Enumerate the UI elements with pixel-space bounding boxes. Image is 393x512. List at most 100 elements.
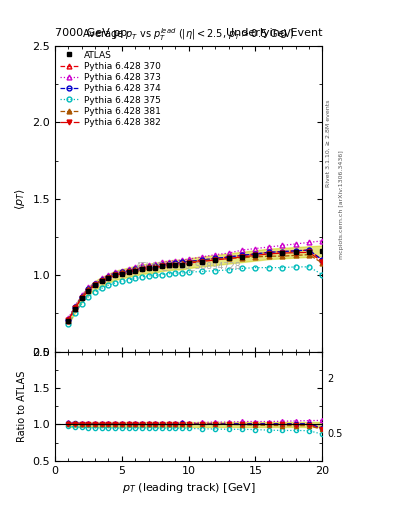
Pythia 6.428 381 <box>200 258 204 264</box>
Pythia 6.428 370 <box>280 248 285 254</box>
Line: Pythia 6.428 381: Pythia 6.428 381 <box>66 252 325 322</box>
Pythia 6.428 374 <box>66 316 71 323</box>
Y-axis label: Ratio to ATLAS: Ratio to ATLAS <box>17 371 27 442</box>
Pythia 6.428 373 <box>280 242 285 248</box>
Pythia 6.428 374 <box>86 286 91 292</box>
Pythia 6.428 374 <box>166 261 171 267</box>
ATLAS <box>240 254 244 260</box>
Pythia 6.428 381 <box>307 251 311 258</box>
Pythia 6.428 374 <box>253 251 258 257</box>
Pythia 6.428 374 <box>186 259 191 265</box>
Pythia 6.428 381 <box>99 277 104 283</box>
Pythia 6.428 373 <box>293 241 298 247</box>
Pythia 6.428 374 <box>226 254 231 260</box>
Pythia 6.428 370 <box>86 286 91 292</box>
Pythia 6.428 381 <box>126 268 131 274</box>
Pythia 6.428 370 <box>66 318 71 324</box>
ATLAS <box>166 262 171 268</box>
Line: Pythia 6.428 375: Pythia 6.428 375 <box>66 264 325 327</box>
Line: Pythia 6.428 373: Pythia 6.428 373 <box>66 239 325 321</box>
Pythia 6.428 382 <box>186 260 191 266</box>
ATLAS <box>213 257 218 263</box>
Pythia 6.428 375 <box>307 264 311 270</box>
Pythia 6.428 373 <box>240 247 244 253</box>
Pythia 6.428 375 <box>166 271 171 277</box>
ATLAS <box>106 275 111 282</box>
Pythia 6.428 370 <box>253 251 258 257</box>
Pythia 6.428 375 <box>93 289 97 295</box>
Pythia 6.428 374 <box>266 249 271 255</box>
ATLAS <box>126 269 131 275</box>
Pythia 6.428 382 <box>266 251 271 257</box>
Pythia 6.428 375 <box>173 270 178 276</box>
Pythia 6.428 374 <box>140 265 144 271</box>
ATLAS <box>253 252 258 259</box>
Line: Pythia 6.428 370: Pythia 6.428 370 <box>66 248 325 324</box>
Pythia 6.428 370 <box>266 249 271 255</box>
Text: mcplots.cern.ch [arXiv:1306.3436]: mcplots.cern.ch [arXiv:1306.3436] <box>340 151 344 259</box>
Text: 2: 2 <box>328 374 334 384</box>
Pythia 6.428 374 <box>93 282 97 288</box>
Pythia 6.428 370 <box>126 268 131 274</box>
Pythia 6.428 370 <box>307 247 311 253</box>
Pythia 6.428 375 <box>140 274 144 280</box>
ATLAS <box>73 306 77 312</box>
Pythia 6.428 373 <box>140 262 144 268</box>
Pythia 6.428 374 <box>213 255 218 262</box>
Pythia 6.428 382 <box>280 250 285 256</box>
ATLAS <box>173 262 178 268</box>
Pythia 6.428 381 <box>113 271 118 277</box>
ATLAS <box>280 250 285 256</box>
Pythia 6.428 382 <box>106 275 111 282</box>
Pythia 6.428 381 <box>186 259 191 265</box>
Pythia 6.428 375 <box>240 265 244 271</box>
ATLAS <box>160 263 164 269</box>
Pythia 6.428 373 <box>166 259 171 265</box>
Pythia 6.428 373 <box>93 280 97 286</box>
Pythia 6.428 382 <box>119 271 124 277</box>
Pythia 6.428 381 <box>146 264 151 270</box>
ATLAS <box>266 251 271 257</box>
Pythia 6.428 374 <box>126 268 131 274</box>
Pythia 6.428 375 <box>99 285 104 291</box>
Pythia 6.428 370 <box>153 263 158 269</box>
Pythia 6.428 382 <box>180 262 184 268</box>
Text: 0.5: 0.5 <box>328 429 343 438</box>
Pythia 6.428 373 <box>173 258 178 264</box>
Pythia 6.428 375 <box>146 273 151 279</box>
Text: Rivet 3.1.10, ≥ 2.8M events: Rivet 3.1.10, ≥ 2.8M events <box>326 100 331 187</box>
Pythia 6.428 373 <box>86 285 91 291</box>
Pythia 6.428 375 <box>253 265 258 271</box>
Pythia 6.428 381 <box>66 316 71 323</box>
Pythia 6.428 370 <box>93 282 97 288</box>
Pythia 6.428 373 <box>307 239 311 245</box>
Pythia 6.428 381 <box>180 260 184 266</box>
Pythia 6.428 374 <box>73 304 77 310</box>
Pythia 6.428 375 <box>180 270 184 276</box>
Pythia 6.428 375 <box>320 271 325 278</box>
Pythia 6.428 374 <box>133 266 138 272</box>
Pythia 6.428 381 <box>86 286 91 292</box>
Pythia 6.428 370 <box>160 262 164 268</box>
Pythia 6.428 382 <box>66 317 71 324</box>
Pythia 6.428 382 <box>293 249 298 255</box>
Pythia 6.428 374 <box>200 257 204 263</box>
ATLAS <box>307 248 311 254</box>
Text: 7000 GeV pp: 7000 GeV pp <box>55 29 127 38</box>
Pythia 6.428 381 <box>173 261 178 267</box>
ATLAS <box>113 272 118 279</box>
Pythia 6.428 373 <box>226 250 231 256</box>
Pythia 6.428 373 <box>160 259 164 265</box>
ATLAS <box>119 271 124 277</box>
Pythia 6.428 370 <box>113 271 118 277</box>
Pythia 6.428 381 <box>160 262 164 268</box>
ATLAS <box>99 279 104 285</box>
Pythia 6.428 373 <box>99 275 104 282</box>
Pythia 6.428 373 <box>253 245 258 251</box>
Pythia 6.428 381 <box>153 263 158 269</box>
ATLAS <box>93 282 97 288</box>
Pythia 6.428 381 <box>166 262 171 268</box>
Pythia 6.428 373 <box>126 266 131 272</box>
Pythia 6.428 374 <box>99 277 104 283</box>
Pythia 6.428 374 <box>307 247 311 253</box>
